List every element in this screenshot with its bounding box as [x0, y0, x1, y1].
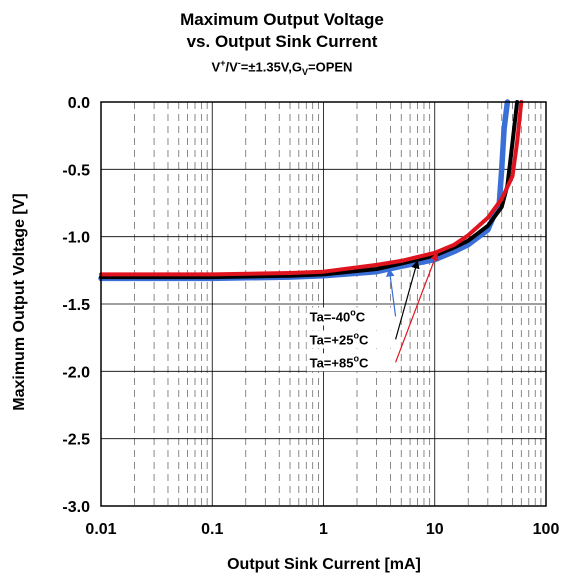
x-tick-label: 100: [533, 521, 560, 538]
condition-prefix: V: [211, 59, 221, 75]
y-tick-label: -0.5: [62, 162, 90, 179]
series-label-arrow-2: [395, 252, 439, 363]
series-label-degree: o: [353, 330, 359, 340]
series-label-2: Ta=+85oC: [310, 353, 369, 370]
series-label-0: Ta=-40oC: [310, 308, 366, 325]
series-label-arrow-0: [386, 268, 397, 317]
series-label-bg-0: [306, 307, 399, 326]
series-label-main: Ta=+25: [310, 332, 354, 347]
x-tick-label: 0.01: [85, 521, 116, 538]
series-label-1: Ta=+25oC: [310, 330, 369, 347]
x-tick-label: 1: [319, 521, 328, 538]
series-label-unit: C: [356, 310, 366, 325]
series-label-arrow-1: [395, 260, 420, 340]
series-label-degree: o: [350, 308, 356, 318]
plot-frame: [100, 101, 547, 507]
x-tick-label: 0.1: [201, 521, 223, 538]
x-axis-label: Output Sink Current [mA]: [227, 556, 421, 573]
y-tick-label: 0.0: [68, 95, 90, 112]
y-tick-labels: 0.0 -0.5 -1.0 -1.5 -2.0 -2.5 -3.0: [62, 95, 90, 516]
y-tick-label: -3.0: [62, 499, 90, 516]
series-label-bg-1: [306, 330, 399, 349]
x-tick-labels: 0.01 0.1 1 10 100: [85, 521, 559, 538]
series-line-2: [99, 100, 524, 277]
y-tick-label: -2.0: [62, 364, 90, 381]
series-label-main: Ta=-40: [310, 310, 351, 325]
condition-sup2: -: [237, 58, 241, 68]
chart-title: Maximum Output Voltage: [180, 10, 384, 29]
chart-condition: V+/V-=±1.35V,GV=OPEN: [0, 58, 564, 77]
series-label-unit: C: [359, 332, 369, 347]
chart-subtitle: vs. Output Sink Current: [186, 32, 378, 51]
condition-sep: /V: [225, 59, 238, 75]
grid: [100, 101, 547, 507]
condition-sup1: +: [220, 58, 226, 68]
series-label-degree: o: [353, 353, 359, 363]
x-tick-label: 10: [426, 521, 444, 538]
y-tick-label: -2.5: [62, 432, 90, 449]
series-label-main: Ta=+85: [310, 355, 354, 370]
condition-suffix: =OPEN: [308, 59, 353, 75]
y-tick-label: -1.0: [62, 230, 90, 247]
y-axis-label: Maximum Output Voltage [V]: [11, 193, 28, 410]
y-tick-label: -1.5: [62, 297, 90, 314]
condition-sub: V: [302, 66, 309, 77]
series-label-unit: C: [359, 355, 369, 370]
series-label-bg-2: [306, 353, 399, 372]
condition-mid: =±1.35V,G: [240, 59, 302, 75]
series-group: [98, 99, 524, 282]
